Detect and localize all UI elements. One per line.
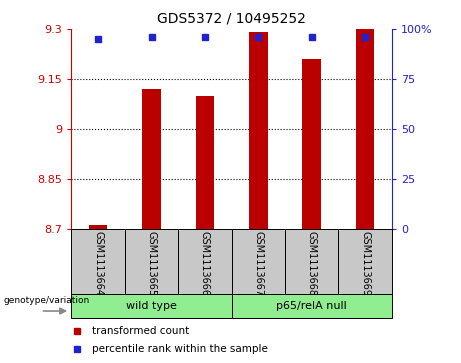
Bar xyxy=(89,225,107,229)
Text: p65/relA null: p65/relA null xyxy=(277,301,347,311)
Text: percentile rank within the sample: percentile rank within the sample xyxy=(92,344,268,354)
Text: GSM1113669: GSM1113669 xyxy=(360,231,370,295)
Text: genotype/variation: genotype/variation xyxy=(4,296,90,305)
Bar xyxy=(302,59,321,229)
Text: GSM1113666: GSM1113666 xyxy=(200,231,210,295)
Bar xyxy=(231,229,285,294)
Bar xyxy=(71,229,125,294)
Bar xyxy=(285,229,338,294)
Bar xyxy=(142,89,161,229)
Bar xyxy=(338,229,392,294)
Bar xyxy=(195,95,214,229)
Text: transformed count: transformed count xyxy=(92,326,189,336)
Bar xyxy=(231,294,392,318)
Text: GSM1113664: GSM1113664 xyxy=(93,231,103,295)
Bar xyxy=(178,229,231,294)
Text: wild type: wild type xyxy=(126,301,177,311)
Text: GSM1113667: GSM1113667 xyxy=(254,231,263,296)
Text: GSM1113665: GSM1113665 xyxy=(147,231,157,296)
Bar xyxy=(356,29,374,229)
Bar xyxy=(71,294,231,318)
Bar xyxy=(249,32,268,229)
Bar xyxy=(125,229,178,294)
Text: GSM1113668: GSM1113668 xyxy=(307,231,317,295)
Title: GDS5372 / 10495252: GDS5372 / 10495252 xyxy=(157,11,306,25)
